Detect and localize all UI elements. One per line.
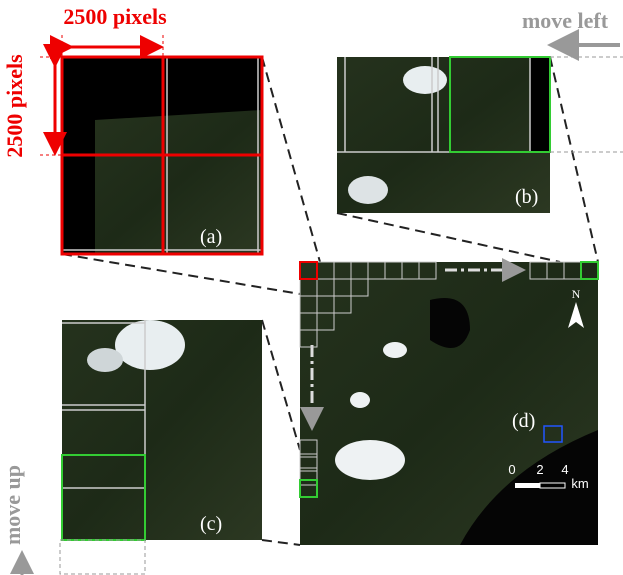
cloud [348, 176, 388, 204]
shift-box [60, 540, 145, 574]
scale-bar [540, 483, 565, 488]
scale-label: 0 [508, 462, 515, 477]
image-bg [530, 57, 550, 152]
cloud [115, 320, 185, 370]
panel-a: (a) [62, 57, 262, 254]
panel-label: (c) [200, 513, 222, 535]
panel-label: (d) [512, 410, 535, 432]
scale-label: 2 [536, 462, 543, 477]
scale-bar [515, 483, 540, 488]
panel-c: (c) [60, 320, 262, 574]
cloud [383, 342, 407, 358]
move-left-label: move left [522, 8, 609, 33]
move-up-label: move up [0, 465, 25, 545]
panel-label: (b) [515, 186, 538, 208]
figure: (a) (b) (c) (d) N 0 2 4 km 2500 pixels 2… [0, 0, 623, 575]
panel-label: (a) [200, 226, 222, 248]
cloud [403, 66, 447, 94]
scale-unit: km [571, 476, 588, 491]
cloud [335, 440, 405, 480]
panel-d: (d) N 0 2 4 km [300, 262, 598, 545]
width-label: 2500 pixels [63, 4, 167, 29]
image [95, 110, 262, 254]
cloud [350, 392, 370, 408]
cloud [87, 348, 123, 372]
scale-label: 4 [561, 462, 568, 477]
height-label: 2500 pixels [2, 54, 27, 158]
north-label: N [572, 287, 581, 301]
